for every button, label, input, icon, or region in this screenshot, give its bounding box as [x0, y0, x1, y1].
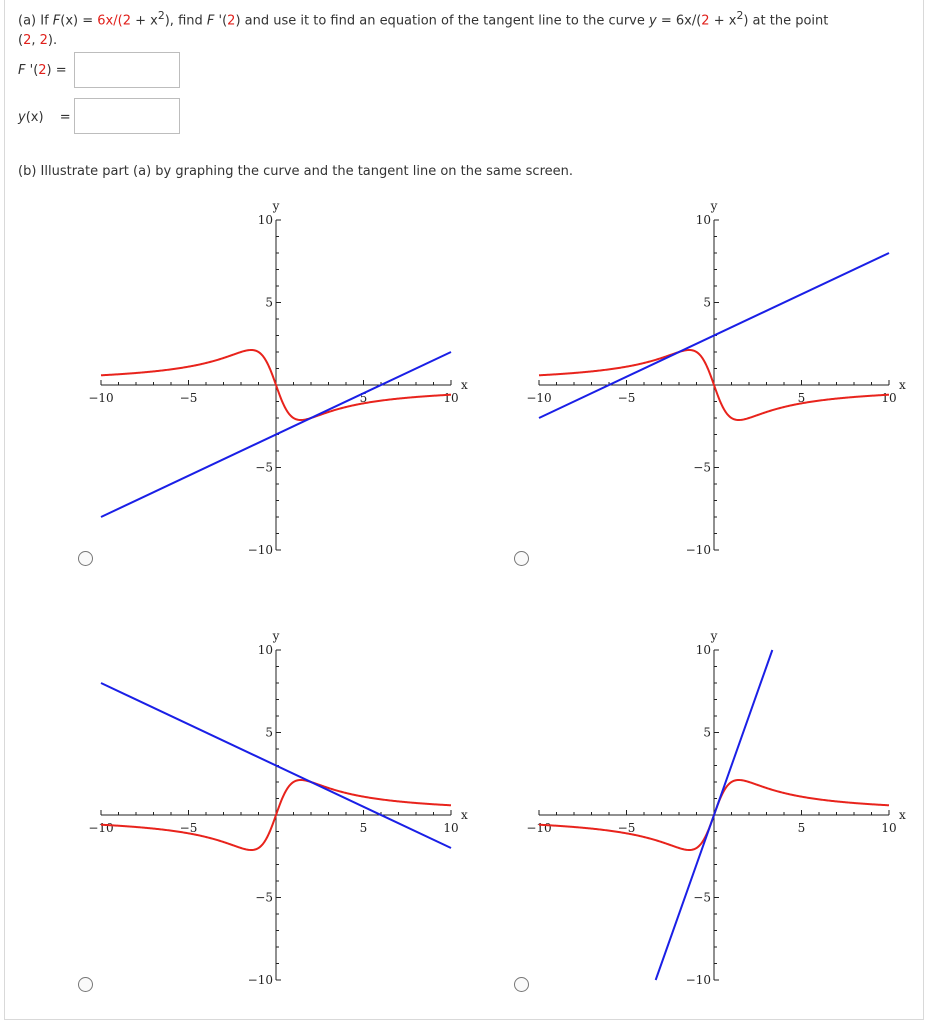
x-axis-label: x: [899, 378, 906, 392]
graph-option-a: −10 −5 5 10 10 5 −5 −10 x y: [88, 199, 468, 557]
radio-option-c[interactable]: [78, 977, 93, 992]
x-tick-label: 5: [360, 391, 368, 405]
graph-option-b: −10 −5 5 10 10 5 −5 −10 x y: [526, 199, 906, 557]
y-tick-label: −10: [686, 973, 711, 987]
y-axis-label: y: [272, 629, 280, 643]
y-tick-label: −5: [693, 461, 711, 475]
radio-option-a[interactable]: [78, 551, 93, 566]
x-tick-label: 10: [881, 821, 896, 835]
fprime-label: F '(2) =: [18, 63, 67, 78]
x-tick-label: 5: [798, 821, 806, 835]
radio-option-d[interactable]: [514, 977, 529, 992]
x-tick-label: 5: [360, 821, 368, 835]
fprime-answer-input[interactable]: [74, 52, 180, 88]
y-tick-label: −10: [248, 543, 273, 557]
y-tick-label: −5: [255, 891, 273, 905]
y-tick-label: 5: [265, 296, 273, 310]
y-tick-label: 10: [258, 643, 273, 657]
x-tick-label: −10: [526, 821, 551, 835]
x-tick-label: 10: [443, 391, 458, 405]
x-tick-label: 10: [443, 821, 458, 835]
curve-line: [538, 348, 890, 422]
x-tick-label: −5: [618, 391, 636, 405]
question-frame: [4, 0, 924, 1020]
y-tick-label: −5: [693, 891, 711, 905]
curve-line: [100, 778, 452, 852]
x-axis-label: x: [899, 808, 906, 822]
x-tick-label: −5: [180, 821, 198, 835]
y-tick-label: −5: [255, 461, 273, 475]
tangent-line: [654, 649, 774, 981]
x-axis-label: x: [461, 378, 468, 392]
x-tick-label: 10: [881, 391, 896, 405]
x-tick-label: −10: [88, 391, 113, 405]
x-tick-label: −10: [526, 391, 551, 405]
y-tick-label: 10: [696, 643, 711, 657]
x-axis-label: x: [461, 808, 468, 822]
radio-option-b[interactable]: [514, 551, 529, 566]
yx-label: y(x) =: [18, 110, 71, 125]
part-b-text: (b) Illustrate part (a) by graphing the …: [18, 164, 574, 179]
x-tick-label: −5: [618, 821, 636, 835]
y-tick-label: 5: [703, 726, 711, 740]
tangent-line: [100, 682, 452, 849]
x-tick-label: 5: [798, 391, 806, 405]
y-tick-label: 10: [258, 213, 273, 227]
x-tick-label: −5: [180, 391, 198, 405]
y-tick-label: −10: [248, 973, 273, 987]
tangent-line: [100, 351, 452, 518]
tangent-line: [538, 252, 890, 419]
y-tick-label: −10: [686, 543, 711, 557]
y-tick-label: 10: [696, 213, 711, 227]
graph-option-d: −10 −5 5 10 10 5 −5 −10 x y: [526, 629, 906, 987]
y-axis-label: y: [710, 629, 718, 643]
y-tick-label: 5: [703, 296, 711, 310]
graph-option-c: −10 −5 5 10 10 5 −5 −10 x y: [88, 629, 468, 987]
y-axis-label: y: [272, 199, 280, 213]
y-tick-label: 5: [265, 726, 273, 740]
yx-answer-input[interactable]: [74, 98, 180, 134]
x-tick-label: −10: [88, 821, 113, 835]
part-a-text: (a) If F(x) = 6x/(2 + x2), find F '(2) a…: [18, 9, 829, 49]
y-axis-label: y: [710, 199, 718, 213]
curve-line: [100, 348, 452, 422]
